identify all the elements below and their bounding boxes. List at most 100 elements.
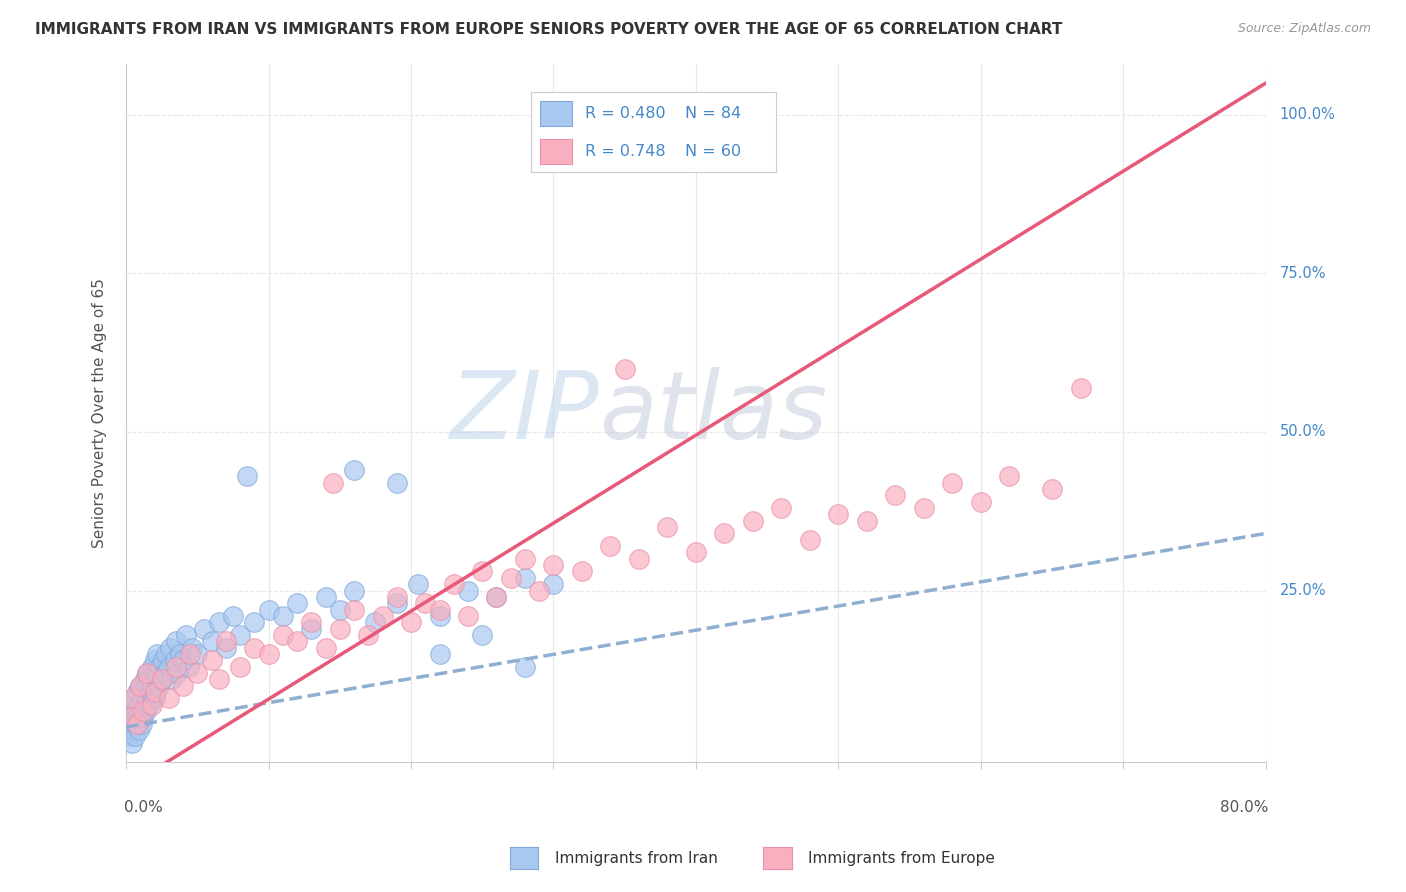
Point (127, 710, 149, 724)
Point (443, 577, 465, 591)
Point (150, 673, 173, 687)
Point (343, 463, 366, 477)
Point (139, 685, 162, 699)
Point (315, 590, 337, 604)
Point (371, 608, 394, 623)
Point (742, 514, 765, 528)
Point (399, 615, 422, 630)
Point (599, 539, 621, 553)
Point (152, 653, 174, 667)
Point (998, 469, 1021, 483)
Point (529, 583, 551, 598)
Point (134, 673, 156, 687)
Text: Source: ZipAtlas.com: Source: ZipAtlas.com (1237, 22, 1371, 36)
Point (193, 622, 215, 636)
Point (229, 628, 252, 642)
Point (685, 545, 707, 559)
Point (165, 634, 187, 648)
Point (827, 508, 849, 522)
Point (180, 640, 202, 655)
Point (856, 514, 879, 528)
Point (124, 691, 146, 706)
Point (543, 558, 565, 573)
Point (160, 673, 183, 687)
Point (136, 665, 159, 680)
Point (120, 710, 142, 724)
Point (179, 647, 201, 661)
Point (155, 647, 177, 661)
Point (118, 730, 141, 744)
Point (222, 608, 245, 623)
Point (135, 679, 157, 693)
Point (141, 679, 163, 693)
Point (129, 679, 152, 693)
Point (1070, 380, 1092, 394)
Point (215, 640, 238, 655)
Point (136, 665, 159, 680)
Point (157, 691, 180, 706)
Point (208, 615, 231, 630)
Point (385, 590, 408, 604)
Point (136, 691, 159, 706)
Point (471, 565, 494, 579)
Point (122, 723, 145, 737)
Point (121, 736, 143, 750)
Point (159, 640, 181, 655)
Point (657, 520, 679, 534)
Point (149, 659, 172, 673)
Point (429, 608, 451, 623)
Point (770, 501, 793, 516)
Point (121, 704, 143, 718)
Text: 100.0%: 100.0% (1279, 107, 1336, 122)
Point (315, 640, 337, 655)
Point (912, 501, 935, 516)
Point (229, 659, 252, 673)
Point (215, 634, 238, 648)
Point (138, 698, 160, 712)
Point (146, 647, 169, 661)
Point (177, 659, 200, 673)
Point (153, 665, 176, 680)
Point (471, 628, 494, 642)
Point (329, 622, 352, 636)
Point (285, 634, 308, 648)
Point (124, 730, 146, 744)
Point (543, 577, 565, 591)
Point (150, 673, 173, 687)
Point (413, 596, 436, 610)
Point (200, 653, 222, 667)
Point (970, 494, 993, 508)
Point (186, 647, 208, 661)
Point (135, 704, 157, 718)
Point (513, 571, 536, 585)
Point (299, 622, 322, 636)
Point (132, 704, 155, 718)
Point (169, 647, 191, 661)
Point (172, 653, 194, 667)
Point (146, 665, 169, 680)
Point (357, 628, 380, 642)
Text: IMMIGRANTS FROM IRAN VS IMMIGRANTS FROM EUROPE SENIORS POVERTY OVER THE AGE OF 6: IMMIGRANTS FROM IRAN VS IMMIGRANTS FROM … (35, 22, 1063, 37)
Point (429, 602, 451, 616)
Point (148, 679, 170, 693)
Point (141, 698, 163, 712)
Point (271, 608, 294, 623)
Point (163, 653, 186, 667)
Point (613, 361, 636, 376)
Point (627, 551, 650, 566)
Point (122, 698, 145, 712)
Point (243, 615, 266, 630)
Point (364, 615, 387, 630)
Point (457, 583, 479, 598)
Text: atlas: atlas (599, 368, 827, 458)
Text: 80.0%: 80.0% (1220, 800, 1268, 815)
Point (129, 679, 152, 693)
Point (236, 469, 259, 483)
Point (208, 673, 231, 687)
Point (257, 602, 280, 616)
Point (499, 571, 522, 585)
Point (200, 634, 222, 648)
Point (485, 590, 508, 604)
Point (128, 723, 150, 737)
Point (457, 608, 479, 623)
